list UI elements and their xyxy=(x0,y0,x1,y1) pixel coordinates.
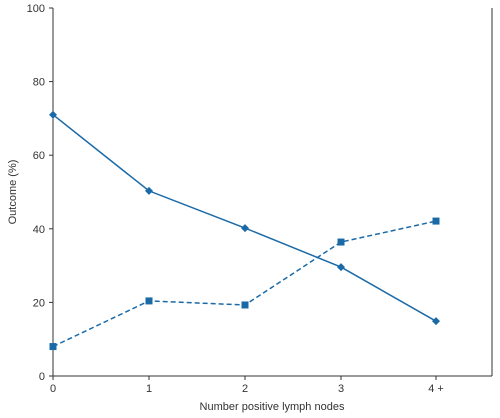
series-1-line xyxy=(52,114,437,322)
data-point-square xyxy=(49,343,57,351)
data-point-diamond xyxy=(337,263,345,272)
chart-axes xyxy=(52,8,493,377)
data-point-diamond xyxy=(432,317,440,326)
series-1 xyxy=(49,110,440,326)
data-point-square xyxy=(241,301,249,309)
y-tick-label: 20 xyxy=(33,297,45,309)
data-point-square xyxy=(145,297,153,305)
x-tick-label: 1 xyxy=(146,383,152,395)
series-2 xyxy=(49,217,440,351)
x-tick-label: 3 xyxy=(338,383,344,395)
series-layer xyxy=(49,110,440,351)
series-2-line xyxy=(52,220,437,348)
x-tick-label: 4 + xyxy=(428,383,444,395)
x-tick-label: 0 xyxy=(50,383,56,395)
data-point-diamond xyxy=(145,186,153,195)
y-ticks: 0 20 40 60 80 100 xyxy=(27,3,53,383)
data-point-square xyxy=(432,217,440,225)
x-ticks: 0 1 2 3 4 + xyxy=(50,376,444,395)
y-tick-label: 60 xyxy=(33,150,45,162)
data-point-square xyxy=(337,238,345,246)
data-point-diamond xyxy=(241,224,249,233)
y-tick-label: 80 xyxy=(33,77,45,89)
y-tick-label: 0 xyxy=(39,371,45,383)
x-axis-title: Number positive lymph nodes xyxy=(200,401,345,413)
data-point-diamond xyxy=(49,110,57,119)
y-tick-label: 100 xyxy=(27,3,45,15)
x-tick-label: 2 xyxy=(242,383,248,395)
y-tick-label: 40 xyxy=(33,224,45,236)
y-axis-title: Outcome (%) xyxy=(7,160,19,225)
